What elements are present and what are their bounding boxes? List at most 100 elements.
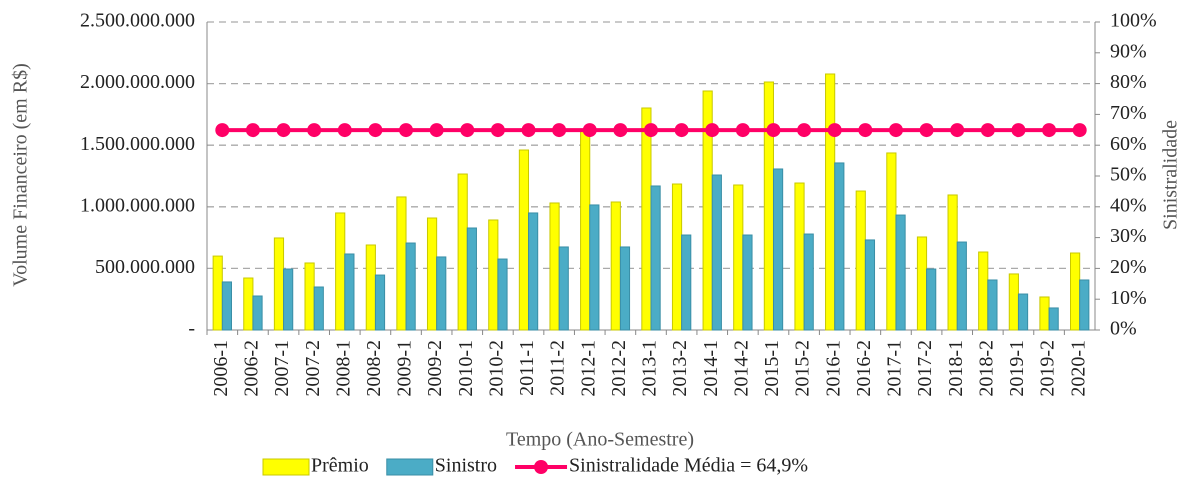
bar — [221, 281, 232, 331]
x-tick-label: 2006-1 — [210, 340, 232, 397]
line-marker — [1042, 123, 1057, 138]
x-tick-label: 2017-1 — [884, 340, 906, 397]
bar — [681, 234, 692, 331]
bar — [528, 212, 539, 331]
line-marker — [460, 123, 475, 138]
bar — [558, 246, 569, 331]
line-marker — [1072, 123, 1087, 138]
y2-tick-label: 50% — [1110, 164, 1147, 186]
x-tick-label: 2011-1 — [516, 340, 538, 396]
bar — [1008, 273, 1019, 331]
bar — [1039, 296, 1050, 331]
bar — [671, 183, 683, 331]
bar — [426, 217, 438, 331]
bar — [895, 214, 906, 331]
line-marker — [613, 123, 628, 138]
legend-label: Sinistro — [435, 455, 497, 477]
x-tick-label: 2007-1 — [271, 340, 293, 397]
bar — [304, 262, 315, 331]
bar — [313, 286, 324, 331]
bar — [365, 244, 376, 331]
line-marker — [735, 123, 750, 138]
bar — [457, 173, 468, 331]
bar — [772, 168, 784, 331]
line-marker — [919, 123, 934, 138]
y-tick-label: 2.500.000.000 — [80, 10, 195, 32]
legend-swatch — [386, 458, 434, 476]
x-tick-label: 2006-2 — [241, 340, 263, 397]
line-marker — [950, 123, 965, 138]
x-tick-label: 2015-1 — [761, 340, 783, 397]
bar — [436, 256, 447, 331]
x-tick-label: 2019-2 — [1037, 340, 1059, 397]
bar — [273, 237, 285, 331]
x-tick-label: 2013-1 — [639, 340, 661, 397]
bar — [283, 268, 294, 331]
y-tick-label: 1.500.000.000 — [80, 133, 195, 155]
x-axis-title: Tempo (Ano-Semestre) — [506, 429, 694, 451]
y2-tick-label: 20% — [1110, 256, 1147, 278]
bar — [733, 184, 744, 331]
bar — [497, 258, 508, 331]
y2-tick-label: 30% — [1110, 225, 1147, 247]
bar — [335, 212, 346, 331]
bar — [916, 236, 928, 331]
line-marker — [307, 123, 322, 138]
line-marker — [582, 123, 597, 138]
bar — [978, 251, 989, 331]
x-tick-label: 2017-2 — [914, 340, 936, 397]
line-marker — [766, 123, 781, 138]
x-tick-label: 2014-2 — [730, 340, 752, 397]
y2-tick-label: 90% — [1110, 40, 1147, 62]
bar — [825, 73, 836, 331]
bar — [742, 234, 753, 331]
x-tick-label: 2007-2 — [302, 340, 324, 397]
line-marker — [215, 123, 230, 138]
line-marker — [429, 123, 444, 138]
x-tick-label: 2009-2 — [424, 340, 446, 397]
y2-tick-label: 40% — [1110, 194, 1147, 216]
line-marker — [827, 123, 842, 138]
y-tick-label: 500.000.000 — [95, 256, 195, 278]
line-marker — [1011, 123, 1026, 138]
bar — [518, 149, 530, 331]
x-tick-label: 2008-2 — [363, 340, 385, 397]
bar — [650, 185, 661, 331]
bar — [466, 227, 477, 331]
bar — [1079, 279, 1090, 331]
line-marker — [552, 123, 567, 138]
x-tick-label: 2018-2 — [975, 340, 997, 397]
x-tick-label: 2009-1 — [394, 340, 416, 397]
bar — [855, 190, 866, 331]
bar — [1048, 307, 1059, 331]
legend-label: Prêmio — [311, 455, 369, 477]
bar — [987, 279, 998, 331]
x-tick-label: 2008-1 — [332, 340, 354, 397]
line-marker — [797, 123, 812, 138]
bar — [212, 255, 223, 331]
x-tick-label: 2019-1 — [1006, 340, 1028, 397]
x-tick-label: 2016-1 — [822, 340, 844, 397]
bar — [580, 129, 591, 331]
x-tick-label: 2016-2 — [853, 340, 875, 397]
bar — [1017, 293, 1029, 331]
x-tick-label: 2020-1 — [1067, 340, 1089, 397]
bar — [956, 241, 967, 331]
bar — [926, 268, 937, 331]
bar — [1070, 252, 1081, 331]
x-tick-label: 2010-1 — [455, 340, 477, 397]
bar — [488, 219, 499, 331]
bar — [794, 182, 805, 331]
bar — [763, 81, 774, 331]
y-tick-label: 1.000.000.000 — [80, 194, 195, 216]
bar — [549, 202, 560, 331]
bar — [947, 194, 958, 331]
line-marker — [521, 123, 536, 138]
bar — [252, 295, 263, 331]
bar — [589, 204, 600, 331]
line-marker — [980, 123, 995, 138]
line-marker — [245, 123, 260, 138]
y2-axis-title: Sinistralidade — [1160, 120, 1182, 230]
x-tick-label: 2011-2 — [547, 340, 569, 396]
